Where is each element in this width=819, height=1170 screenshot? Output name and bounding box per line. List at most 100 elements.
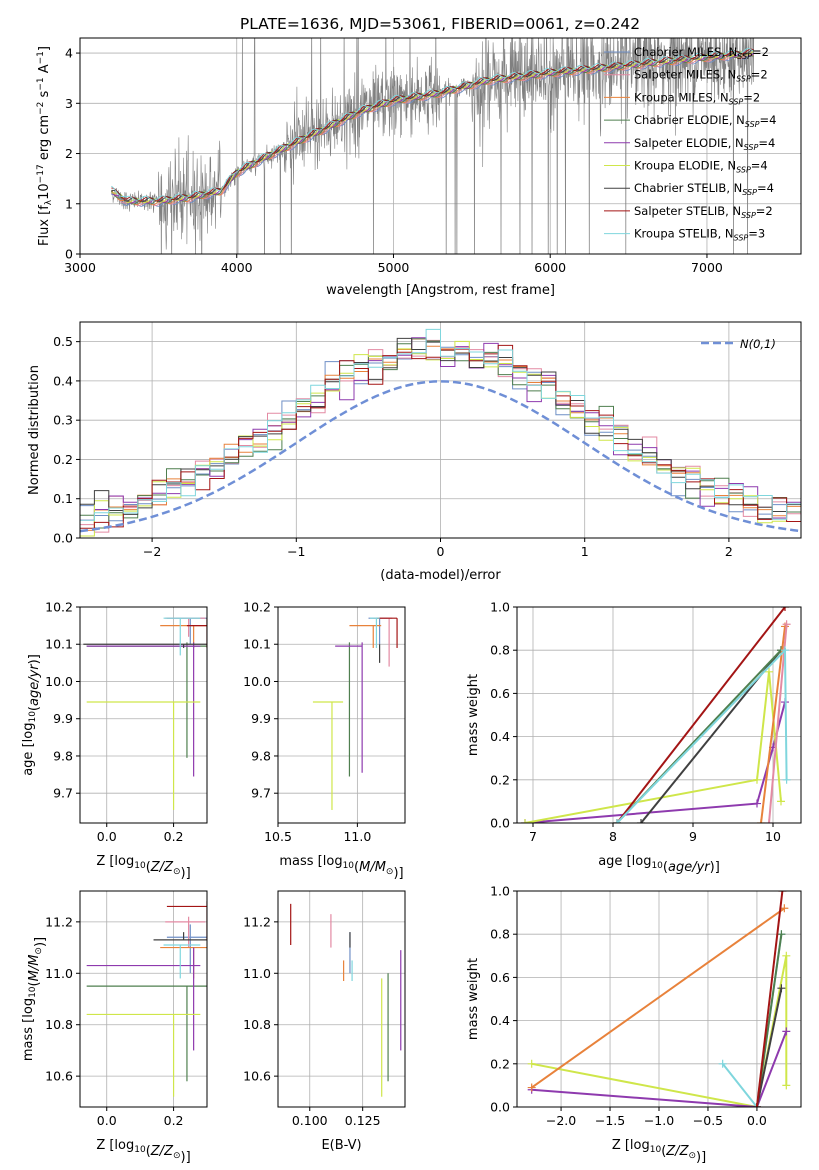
- plot-area-age-vs-mass: [312, 617, 398, 810]
- y-tick-label: 11.0: [243, 966, 271, 981]
- legend-label-3: Chabrier ELODIE, NSSP=4: [634, 113, 776, 129]
- weight-marker: [777, 797, 785, 806]
- legend-label-text: Salpeter ELODIE, N: [634, 136, 744, 150]
- weight-marker: [527, 1059, 536, 1068]
- axes-frame: [79, 606, 208, 824]
- legend-label-sub: SSP: [729, 97, 744, 106]
- legend-label-sub: SSP: [741, 211, 756, 220]
- x-tick-label: 8: [609, 829, 617, 844]
- legend-label-eq: =2: [756, 204, 773, 218]
- model-spectrum-line: [110, 51, 754, 204]
- legend-label-eq: =4: [751, 159, 768, 173]
- x-tick-label: 3000: [64, 260, 96, 275]
- legend-label-eq: =2: [752, 45, 769, 59]
- legend-label-eq: =4: [760, 113, 777, 127]
- y-tick-label: 0.3: [53, 413, 73, 428]
- weight-line-4: [760, 626, 786, 823]
- x-tick-label: 4000: [221, 260, 253, 275]
- axes-mass-vs-EBV: 0.100 0.125 10.6 10.8 11.0 11.2 E(B-V): [243, 890, 406, 1153]
- plot-area-weight-vs-Z: [527, 891, 791, 1107]
- weight-line-4: [755, 987, 783, 1107]
- plot-area-age-vs-Z: [83, 617, 207, 810]
- observed-spectrum-line: [111, 38, 755, 254]
- x-tick-label: 10: [765, 829, 781, 844]
- model-spectrum-line: [111, 48, 754, 201]
- weight-marker: [752, 1103, 761, 1107]
- weight-marker: [757, 819, 765, 823]
- legend-label-sub: SSP: [737, 52, 752, 61]
- label-part: E(B-V): [321, 1138, 361, 1153]
- legend-label-eq: =4: [758, 136, 775, 150]
- weight-marker: [781, 646, 789, 655]
- axes-age-vs-Z: 0.0 0.29.79.89.910.010.110.2Z [log10(Z/Z⊙…: [21, 600, 208, 881]
- x-axis-label: Z [log10(Z/Z⊙)]: [96, 854, 190, 881]
- plot-background: [517, 607, 801, 823]
- label-part: (: [354, 860, 359, 875]
- legend-label-sub: SSP: [736, 166, 751, 175]
- label-part: age/yr: [668, 860, 711, 875]
- x-tick-label: 0.0: [747, 1113, 767, 1128]
- y-tick-label: 10.2: [243, 600, 271, 615]
- label-part: ⊙: [34, 947, 44, 955]
- plot-area-mass-vs-Z: [86, 901, 207, 1097]
- x-tick-label: 1: [581, 544, 589, 559]
- label-part: ]: [37, 46, 52, 51]
- label-part: )]: [27, 654, 42, 664]
- weight-marker: [765, 667, 773, 676]
- legend-label-text: Kroupa MILES, N: [634, 90, 729, 104]
- plot-background: [80, 891, 207, 1107]
- axes-residuals: −2 −1 0 1 2 0.0 0.1 0.2 0.3 0.4 0.5 N(0,1) (data-mod…: [27, 321, 802, 583]
- y-tick-label: 2: [65, 146, 73, 161]
- plot-background: [80, 607, 207, 823]
- weight-marker: [637, 819, 645, 823]
- plot-area-mass-vs-EBV: [290, 903, 402, 1097]
- weight-line-0: [524, 701, 786, 823]
- label-part: age/yr: [27, 663, 42, 706]
- y-tick-label: 1.0: [490, 884, 510, 899]
- weight-line-1: [531, 1031, 788, 1107]
- y-tick-label: 1.0: [490, 600, 510, 615]
- x-tick-label: 5000: [378, 260, 410, 275]
- normal-curve: [80, 380, 801, 533]
- label-part: Z/Z: [665, 1144, 689, 1159]
- label-part: Z [log: [612, 1138, 650, 1153]
- y-tick-label: 0.1: [53, 491, 73, 506]
- weight-marker: [527, 1083, 536, 1092]
- label-part: −2: [36, 102, 46, 115]
- label-part: )]: [393, 866, 403, 881]
- label-part: M/M: [27, 955, 42, 982]
- label-part: −17: [36, 164, 46, 183]
- x-tick-label: 0.0: [97, 829, 117, 844]
- y-tick-label: 0.8: [490, 927, 510, 942]
- axes-frame: [79, 890, 208, 1108]
- plot-area-residuals: [80, 328, 801, 538]
- label-part: λ: [44, 199, 54, 205]
- x-axis-label: age [log10(age/yr)]: [598, 854, 720, 875]
- x-tick-label: 7: [529, 829, 537, 844]
- x-tick-label: 6000: [534, 260, 566, 275]
- label-part: 10: [134, 1145, 146, 1155]
- legend-label-5: Kroupa ELODIE, NSSP=4: [634, 159, 768, 175]
- legend-label-sub: SSP: [734, 234, 749, 243]
- y-tick-label: 10.6: [243, 1069, 271, 1084]
- label-part: Z/Z: [150, 1144, 174, 1159]
- legend-label-sub: SSP: [744, 143, 759, 152]
- y-tick-label: 10.2: [45, 600, 73, 615]
- label-part: (: [146, 860, 151, 875]
- y-tick-label: 0.0: [490, 816, 510, 831]
- y-tick-label: 9.9: [53, 711, 73, 726]
- y-tick-label: 9.8: [251, 748, 271, 763]
- x-tick-label: 0.2: [164, 1113, 184, 1128]
- y-tick-label: 10.1: [243, 637, 271, 652]
- axes-spectrum: 3000 4000 5000 6000 7000 0 1 2 3 4 wavelength [Ang…: [36, 37, 802, 298]
- x-tick-label: 0.100: [292, 1113, 328, 1128]
- weight-marker: [782, 951, 791, 960]
- y-axis-label: mass weight: [466, 958, 481, 1040]
- y-axis-label: mass weight: [466, 674, 481, 756]
- y-axis-label: mass [log10(M/M⊙)]: [21, 937, 48, 1061]
- legend-label-text: Chabrier STELIB, N: [634, 181, 742, 195]
- weight-marker: [521, 819, 529, 823]
- x-axis-label: mass [log10(M/M⊙)]: [279, 854, 403, 881]
- y-tick-label: 1: [65, 196, 73, 211]
